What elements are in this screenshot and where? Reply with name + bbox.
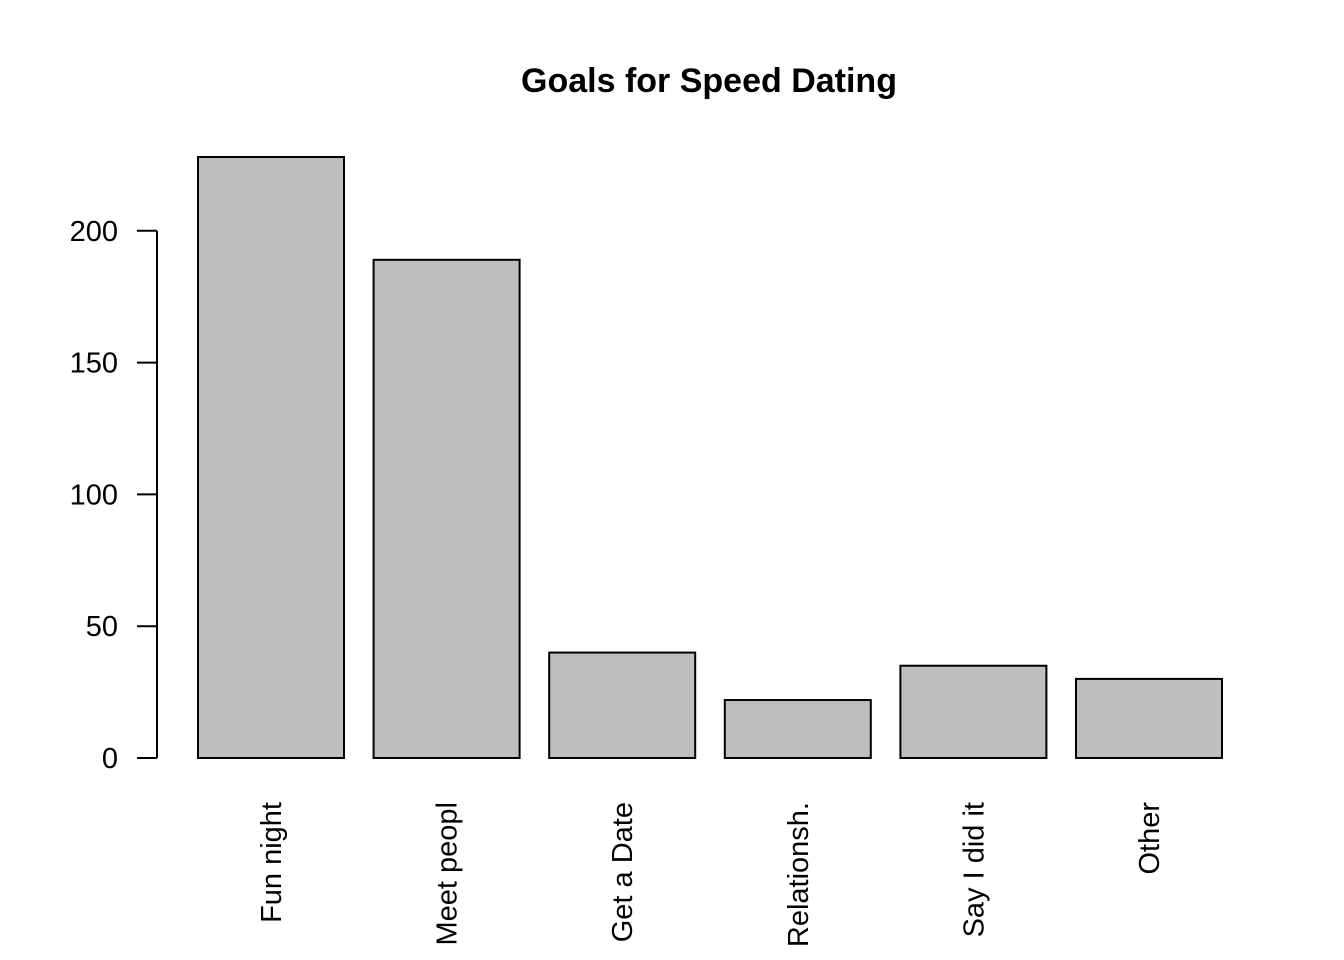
x-axis-labels: Fun night Meet peopl Get a Date Relationsh.… (256, 802, 1166, 947)
chart-title: Goals for Speed Dating (521, 62, 897, 100)
y-tick-label: 0 (102, 743, 118, 775)
bar (372, 258, 521, 759)
x-category-label: Get a Date (607, 802, 639, 942)
y-axis: 0 50 100 150 200 (70, 216, 158, 775)
bar (548, 651, 697, 759)
y-tick-label: 50 (86, 611, 118, 643)
x-category-label: Say I did it (958, 802, 990, 937)
bar (899, 664, 1048, 759)
y-tick-label: 150 (70, 348, 118, 380)
x-category-label: Relationsh. (783, 802, 815, 947)
x-category-label: Other (1134, 802, 1166, 875)
bar (197, 155, 345, 759)
y-tick-label: 200 (70, 216, 118, 248)
x-category-label: Meet peopl (432, 802, 464, 946)
x-category-label: Fun night (256, 802, 288, 923)
bars (197, 155, 1223, 759)
bar (1075, 677, 1223, 759)
bar (723, 699, 872, 759)
y-tick-label: 100 (70, 479, 118, 511)
